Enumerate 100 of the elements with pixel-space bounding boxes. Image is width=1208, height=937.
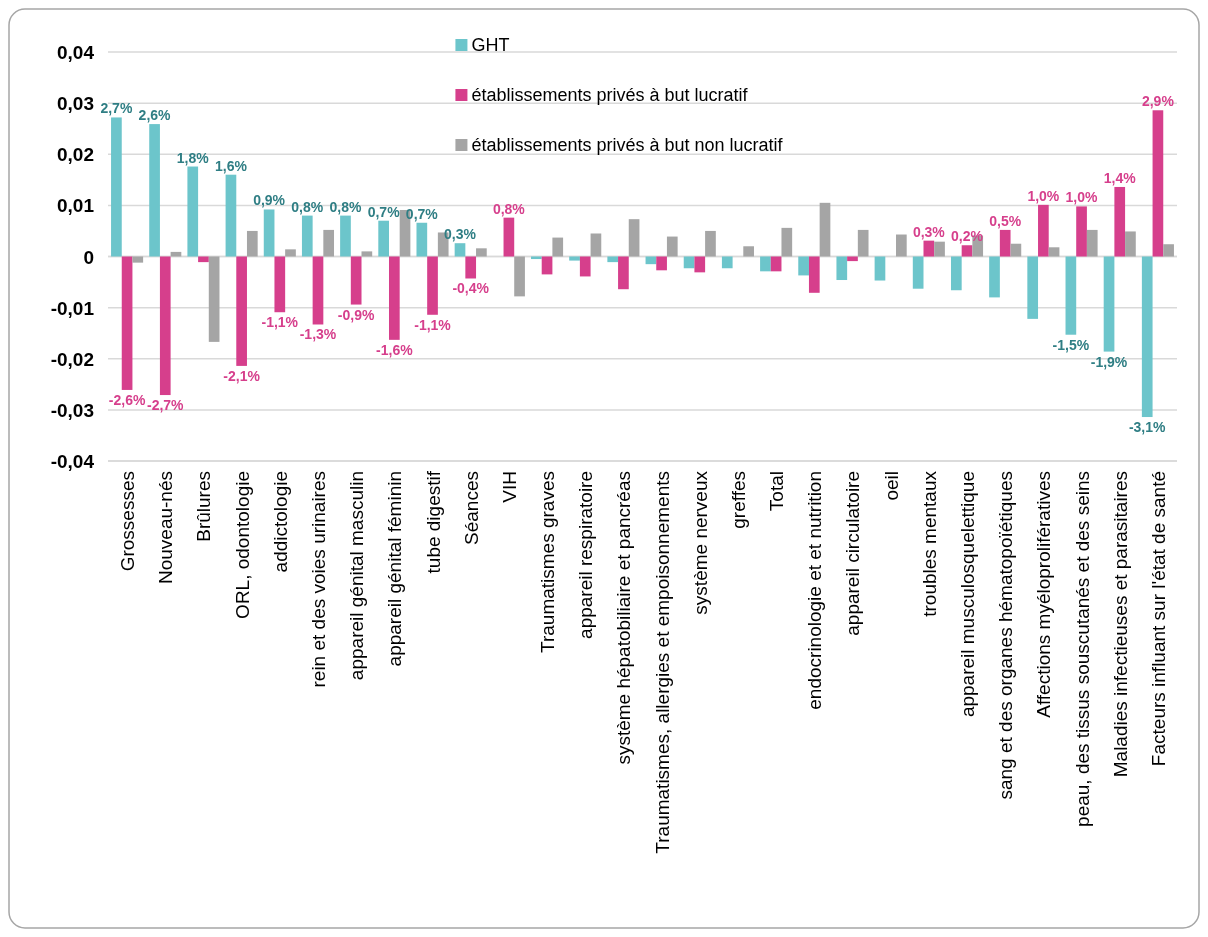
bar — [961, 245, 973, 257]
x-tick-label: appareil circulatoire — [841, 471, 863, 636]
bar — [416, 222, 428, 257]
data-label: -2,1% — [223, 367, 261, 384]
bar — [236, 256, 247, 366]
data-label: 0,3% — [912, 223, 946, 240]
data-label: 2,7% — [100, 100, 133, 117]
bar — [388, 256, 400, 340]
x-tick-label: système hépatobiliaire et pancréas — [612, 471, 634, 765]
bar — [132, 256, 144, 263]
bar — [476, 248, 487, 257]
bar — [225, 174, 237, 257]
bar — [798, 256, 809, 276]
bar — [340, 215, 351, 257]
x-tick-label: troubles mentaux — [918, 470, 940, 617]
bar — [1141, 256, 1153, 418]
bar — [781, 227, 793, 257]
bar — [705, 230, 716, 257]
bar — [1152, 110, 1164, 257]
x-tick-label: addictologie — [269, 471, 291, 573]
bar — [666, 236, 678, 257]
data-label: 0,7% — [405, 205, 439, 222]
bar — [198, 256, 209, 263]
y-tick-label: 0,04 — [57, 41, 95, 63]
bar — [274, 256, 286, 313]
bar — [503, 217, 515, 257]
legend-label: établissements privés à but non lucratif — [471, 135, 784, 155]
y-tick-label: 0,01 — [57, 194, 95, 216]
bar — [743, 246, 754, 257]
bar — [323, 229, 335, 257]
x-tick-label: ORL, odontologie — [231, 471, 253, 619]
bar — [208, 256, 220, 342]
data-label: 0,2% — [951, 228, 984, 245]
y-tick-label: -0,04 — [50, 450, 95, 472]
x-tick-label: appareil génital masculin — [345, 471, 367, 681]
y-tick-label: 0 — [83, 246, 94, 267]
bar — [847, 256, 858, 262]
x-tick-label: système nerveux — [689, 470, 711, 615]
bar — [999, 229, 1011, 257]
data-label: 1,4% — [1103, 169, 1137, 186]
x-tick-label: Affections myéloprolifératives — [1032, 471, 1054, 718]
x-tick-label: greffes — [727, 471, 749, 529]
bar — [1038, 204, 1049, 257]
bar — [514, 256, 525, 297]
x-tick-label: peau, des tissus souscutanés et des seins — [1071, 471, 1093, 827]
bar — [301, 215, 313, 257]
x-tick-label: appareil musculosquelettique — [956, 471, 978, 718]
data-label: 0,7% — [367, 203, 401, 220]
data-label: 0,8% — [329, 198, 362, 215]
bar — [246, 230, 258, 257]
bar — [1010, 243, 1022, 257]
x-tick-label: Séances — [460, 471, 482, 545]
legend-label: GHT — [471, 35, 510, 55]
data-label: 0,8% — [291, 198, 324, 215]
data-label: -1,1% — [414, 316, 452, 333]
data-label: -0,4% — [452, 280, 490, 297]
bar — [378, 220, 389, 257]
x-tick-label: VIH — [498, 471, 520, 503]
x-tick-label: oeil — [880, 471, 902, 501]
bar — [170, 251, 182, 257]
x-tick-label: Traumatismes, allergies et empoisonnements — [651, 471, 673, 854]
x-tick-label: Total — [765, 471, 787, 512]
bar — [819, 202, 831, 257]
bar — [934, 241, 945, 257]
x-tick-label: Brûlures — [192, 471, 214, 542]
bar — [569, 256, 580, 261]
x-tick-label: sang et des organes hématopoïétiques — [994, 471, 1016, 800]
data-label: -0,9% — [337, 306, 375, 323]
bar — [590, 233, 602, 257]
data-label: 1,0% — [1027, 187, 1060, 204]
bar — [1027, 256, 1039, 319]
x-tick-label: Grossesses — [116, 471, 138, 572]
bar — [1076, 206, 1087, 257]
y-tick-label: 0,02 — [57, 143, 94, 165]
data-label: -1,9% — [1090, 353, 1128, 370]
x-tick-label: Traumatismes graves — [536, 471, 558, 653]
data-label: 0,5% — [989, 212, 1022, 229]
data-label: 0,3% — [444, 226, 477, 243]
bar — [1114, 186, 1126, 257]
bar — [628, 219, 640, 257]
bar — [1086, 229, 1098, 257]
bar — [912, 256, 924, 289]
data-label: -1,3% — [299, 326, 337, 343]
bar — [857, 229, 869, 257]
bar — [656, 256, 667, 271]
data-label: -2,7% — [146, 397, 185, 414]
data-label: -1,1% — [261, 314, 299, 331]
x-tick-label: tube digestif — [422, 470, 444, 574]
x-tick-label: Nouveau-nés — [154, 471, 176, 585]
bar — [1065, 256, 1077, 335]
x-tick-label: Facteurs influant sur l'état de santé — [1147, 471, 1169, 767]
x-tick-label: endocrinologie et et nutrition — [803, 471, 825, 710]
x-tick-label: rein et des voies urinaires — [307, 471, 329, 688]
data-label: 1,0% — [1065, 189, 1099, 206]
bar — [1163, 244, 1174, 257]
data-label: -1,6% — [376, 341, 414, 358]
bar — [121, 256, 133, 390]
bar — [465, 256, 477, 279]
bar — [187, 166, 199, 257]
bar — [361, 251, 373, 257]
